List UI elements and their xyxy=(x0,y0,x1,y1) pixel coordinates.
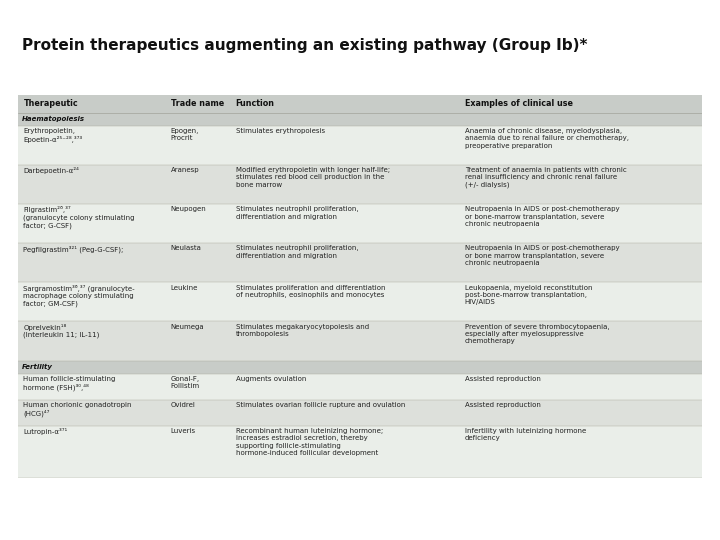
Text: Stimulates megakaryocytopoiesis and
thrombopolesis: Stimulates megakaryocytopoiesis and thro… xyxy=(235,323,369,337)
Text: Darbepoetin-α²⁴: Darbepoetin-α²⁴ xyxy=(24,167,79,174)
Text: Examples of clinical use: Examples of clinical use xyxy=(464,99,572,108)
Text: Aranesp: Aranesp xyxy=(171,167,199,173)
Text: Neulasta: Neulasta xyxy=(171,246,202,252)
Text: Assisted reproduction: Assisted reproduction xyxy=(464,376,541,382)
FancyBboxPatch shape xyxy=(18,243,702,282)
Text: Stimulates neutrophil proliferation,
differentiation and migration: Stimulates neutrophil proliferation, dif… xyxy=(235,246,358,259)
FancyBboxPatch shape xyxy=(18,165,702,204)
Text: Assisted reproduction: Assisted reproduction xyxy=(464,402,541,408)
FancyBboxPatch shape xyxy=(18,374,702,400)
FancyBboxPatch shape xyxy=(18,94,702,113)
Text: Leukopaenia, myeloid reconstitution
post-bone-marrow transplantation,
HIV/AIDS: Leukopaenia, myeloid reconstitution post… xyxy=(464,285,592,305)
Text: Augments ovulation: Augments ovulation xyxy=(235,376,306,382)
Text: Pegfilgrastim³²¹ (Peg-G-CSF);: Pegfilgrastim³²¹ (Peg-G-CSF); xyxy=(24,246,124,253)
Text: Infertility with luteinizing hormone
deficiency: Infertility with luteinizing hormone def… xyxy=(464,428,586,441)
Text: Stimulates ovarian follicle rupture and ovulation: Stimulates ovarian follicle rupture and … xyxy=(235,402,405,408)
Text: Protein therapeutics augmenting an existing pathway (Group Ib)*: Protein therapeutics augmenting an exist… xyxy=(22,38,587,53)
Text: Stimulates proliferation and differentiation
of neutrophils, eosinophils and mon: Stimulates proliferation and differentia… xyxy=(235,285,385,298)
Text: Epogen,
Procrit: Epogen, Procrit xyxy=(171,128,199,141)
Text: Function: Function xyxy=(235,99,274,108)
Text: Oprelvekin¹⁸
(Interleukin 11; IL-11): Oprelvekin¹⁸ (Interleukin 11; IL-11) xyxy=(24,323,100,339)
Text: Fertility: Fertility xyxy=(22,364,53,370)
Text: Trade name: Trade name xyxy=(171,99,224,108)
FancyBboxPatch shape xyxy=(18,282,702,321)
Text: Neutropaenia in AIDS or post-chemotherapy
or bone-marrow transplantation, severe: Neutropaenia in AIDS or post-chemotherap… xyxy=(464,206,619,227)
Text: Gonal-F,
Follistim: Gonal-F, Follistim xyxy=(171,376,199,389)
Text: Neumega: Neumega xyxy=(171,323,204,330)
Text: Recombinant human luteinizing hormone;
increases estradiol secretion, thereby
su: Recombinant human luteinizing hormone; i… xyxy=(235,428,383,456)
Text: Neupogen: Neupogen xyxy=(171,206,207,212)
Text: Sargramostim³⁶,³⁷ (granulocyte-
macrophage colony stimulating
factor; GM-CSF): Sargramostim³⁶,³⁷ (granulocyte- macropha… xyxy=(24,285,135,307)
FancyBboxPatch shape xyxy=(18,126,702,165)
Text: Neutropaenia in AIDS or post-chemotherapy
or bone marrow transplantation, severe: Neutropaenia in AIDS or post-chemotherap… xyxy=(464,246,619,266)
FancyBboxPatch shape xyxy=(18,321,702,361)
FancyBboxPatch shape xyxy=(18,400,702,426)
Text: Modified erythropoietin with longer half-life;
stimulates red blood cell product: Modified erythropoietin with longer half… xyxy=(235,167,390,188)
Text: Erythropoietin,
Epoetin-α²⁵⁻²⁸,³⁷³: Erythropoietin, Epoetin-α²⁵⁻²⁸,³⁷³ xyxy=(24,128,83,143)
FancyBboxPatch shape xyxy=(18,426,702,478)
Text: Stimulates erythropoiesis: Stimulates erythropoiesis xyxy=(235,128,325,134)
Text: Treatment of anaemia in patients with chronic
renal insufficiency and chronic re: Treatment of anaemia in patients with ch… xyxy=(464,167,626,188)
Text: Therapeutic: Therapeutic xyxy=(24,99,78,108)
Text: Haematopoiesis: Haematopoiesis xyxy=(22,116,85,123)
Text: Human follicle-stimulating
hormone (FSH)³⁰,⁴⁸: Human follicle-stimulating hormone (FSH)… xyxy=(24,376,116,391)
FancyBboxPatch shape xyxy=(18,204,702,243)
Text: Stimulates neutrophil proliferation,
differentiation and migration: Stimulates neutrophil proliferation, dif… xyxy=(235,206,358,220)
FancyBboxPatch shape xyxy=(18,361,702,374)
FancyBboxPatch shape xyxy=(18,113,702,126)
Text: Ovidrel: Ovidrel xyxy=(171,402,195,408)
Text: Luveris: Luveris xyxy=(171,428,196,434)
Text: Anaemia of chronic disease, myelodysplasia,
anaemia due to renal failure or chem: Anaemia of chronic disease, myelodysplas… xyxy=(464,128,629,148)
Text: Lutropin-α³⁷¹: Lutropin-α³⁷¹ xyxy=(24,428,68,435)
Text: Leukine: Leukine xyxy=(171,285,198,291)
Text: Prevention of severe thrombocytopaenia,
especially after myelosuppressive
chemot: Prevention of severe thrombocytopaenia, … xyxy=(464,323,609,344)
Text: Human chorionic gonadotropin
(HCG)⁴⁷: Human chorionic gonadotropin (HCG)⁴⁷ xyxy=(24,402,132,417)
Text: Filgrastim²⁶,³⁷
(granulocyte colony stimulating
factor; G-CSF): Filgrastim²⁶,³⁷ (granulocyte colony stim… xyxy=(24,206,135,229)
